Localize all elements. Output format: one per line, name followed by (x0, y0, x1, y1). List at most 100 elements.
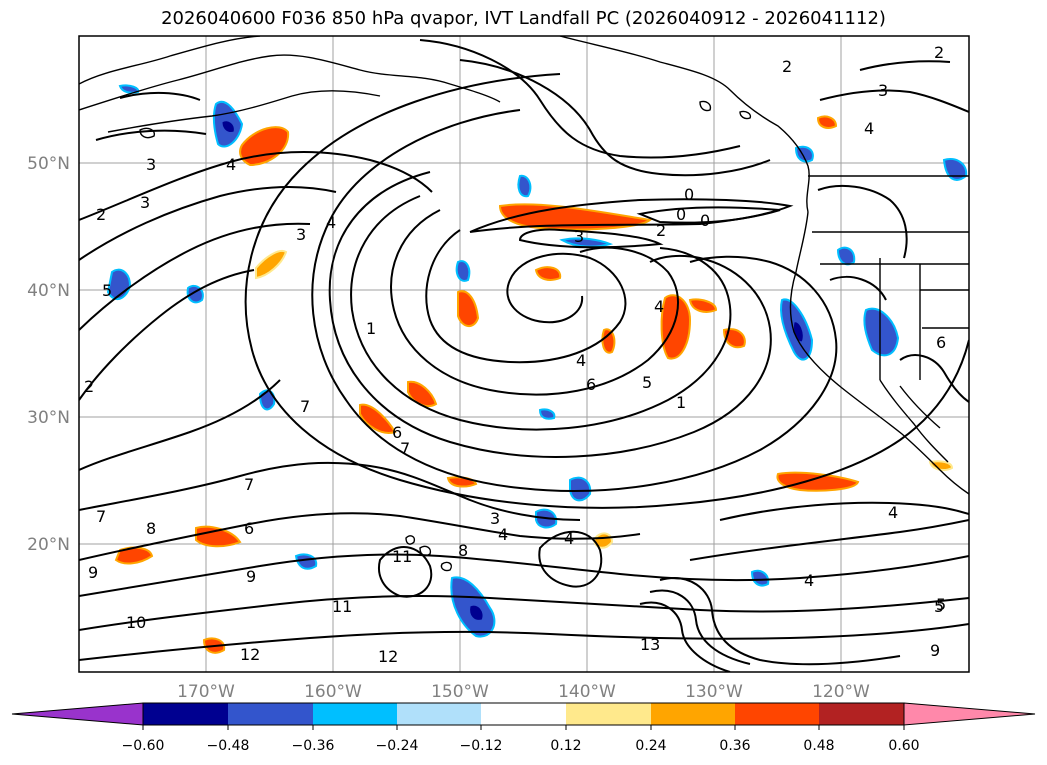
qvapor-negative-area (836, 246, 856, 266)
contour-line (79, 623, 969, 661)
contour-line (328, 171, 772, 458)
contour-label: 1 (366, 319, 376, 338)
contour-label: 5 (642, 373, 652, 392)
colorbar-swatch (735, 703, 819, 725)
contour-label: 0 (676, 205, 686, 224)
qvapor-negative-area (559, 237, 614, 248)
contour-label: 4 (864, 119, 874, 138)
lon-label: 120°W (812, 682, 870, 702)
contour-label: 4 (564, 529, 574, 548)
colorbar-tick-label: 0.24 (635, 738, 666, 754)
contour-line (95, 60, 969, 141)
latitude-labels: 50°N 40°N 30°N 20°N (27, 154, 70, 555)
contour-label: 4 (804, 571, 814, 590)
qvapor-positive-area (255, 250, 288, 280)
contour-label: 12 (378, 647, 398, 666)
colorbar-tick-label: −0.36 (292, 738, 335, 754)
contour-label: 9 (246, 567, 256, 586)
contour-line (390, 209, 680, 396)
contour-line (719, 501, 969, 521)
contour-lines (79, 39, 969, 672)
colorbar-swatch (397, 703, 481, 725)
contour-label: 11 (392, 547, 412, 566)
lat-label: 20°N (27, 535, 70, 555)
colorbar-swatch (313, 703, 397, 725)
contour-label: 3 (490, 509, 500, 528)
colorbar-tick-label: −0.12 (460, 738, 503, 754)
longitude-labels: 170°W 160°W 150°W 140°W 130°W 120°W (177, 682, 870, 702)
contour-line (244, 73, 969, 509)
contour-label: 4 (888, 503, 898, 522)
qvapor-positive-area (928, 460, 954, 471)
lon-label: 160°W (304, 682, 362, 702)
qvapor-positive-area (534, 266, 562, 281)
qvapor-positive-area (457, 290, 480, 327)
qvapor-positive-area (660, 294, 692, 360)
qvapor-positive-area (601, 328, 616, 354)
contour-line (378, 546, 433, 598)
contour-label: 3 (140, 193, 150, 212)
contour-label: 3 (574, 227, 584, 246)
contour-label: 4 (576, 351, 586, 370)
qvapor-positive-area (359, 403, 397, 434)
coastlines (79, 36, 969, 572)
colorbar-swatch (228, 703, 313, 725)
colorbar-extend-left (11, 702, 144, 726)
contour-line (459, 59, 771, 177)
qvapor-positive-area (816, 115, 838, 129)
contour-line (79, 379, 281, 471)
contour-line (469, 198, 794, 233)
lat-label: 50°N (27, 154, 70, 174)
contour-line (79, 595, 969, 631)
contour-label: 7 (400, 439, 410, 458)
lon-label: 140°W (558, 682, 616, 702)
contour-label: 9 (88, 563, 98, 582)
contour-label: 4 (326, 213, 336, 232)
contour-label: 2 (934, 43, 944, 62)
qvapor-negative-area (517, 174, 532, 198)
coastline-islands (139, 100, 752, 139)
colorbar-ticks (142, 725, 905, 730)
contour-label: 2 (656, 221, 666, 240)
colorbar-tick-label: 0.36 (719, 738, 750, 754)
colorbar-tick-label: −0.60 (122, 738, 165, 754)
colorbar-tick-label: −0.48 (207, 738, 250, 754)
contour-label: 6 (244, 519, 254, 538)
colorbar-tick-label: 0.48 (803, 738, 834, 754)
qvapor-positive-area (688, 298, 718, 313)
colorbar-frame (142, 702, 905, 726)
coastline-pacific-northwest (789, 211, 969, 495)
qvapor-negative-area (538, 408, 556, 420)
plot-frame (78, 35, 970, 673)
contour-line (79, 151, 433, 221)
contour-line (636, 206, 781, 224)
colorbar: −0.60 −0.48 −0.36 −0.24 −0.12 0.12 0.24 … (11, 702, 1036, 754)
qvapor-negative-area (469, 604, 484, 621)
contour-label: 3 (146, 155, 156, 174)
contour-labels: 2 3 3 4 4 3 1 2 0 0 0 2 3 4 4 4 5 6 6 7 … (84, 43, 946, 666)
contour-line (538, 530, 603, 588)
state-borders (808, 175, 969, 380)
contour-label: 3 (878, 81, 888, 100)
contour-label: 5 (102, 281, 112, 300)
contour-label: 12 (240, 645, 260, 664)
colorbar-swatch (651, 703, 735, 725)
contour-line (311, 109, 838, 492)
contour-label: 0 (700, 211, 710, 230)
colorbar-tick-label: −0.24 (376, 738, 419, 754)
contour-line (350, 195, 732, 431)
contour-label: 13 (640, 635, 660, 654)
contour-label: 5 (934, 597, 944, 616)
contour-line (817, 184, 969, 403)
contour-label: 9 (930, 641, 940, 660)
coastline-baja (879, 379, 949, 463)
colorbar-tick-label: 0.12 (550, 738, 581, 754)
contour-label: 10 (126, 613, 146, 632)
contour-line (425, 229, 627, 364)
contour-label: 4 (498, 525, 508, 544)
qvapor-negative-area (455, 260, 471, 282)
map-title: 2026040600 F036 850 hPa qvapor, IVT Land… (161, 8, 886, 29)
coastline-gulf-of-alaska (559, 36, 810, 213)
contour-label: 6 (392, 423, 402, 442)
colorbar-swatch (566, 703, 651, 725)
